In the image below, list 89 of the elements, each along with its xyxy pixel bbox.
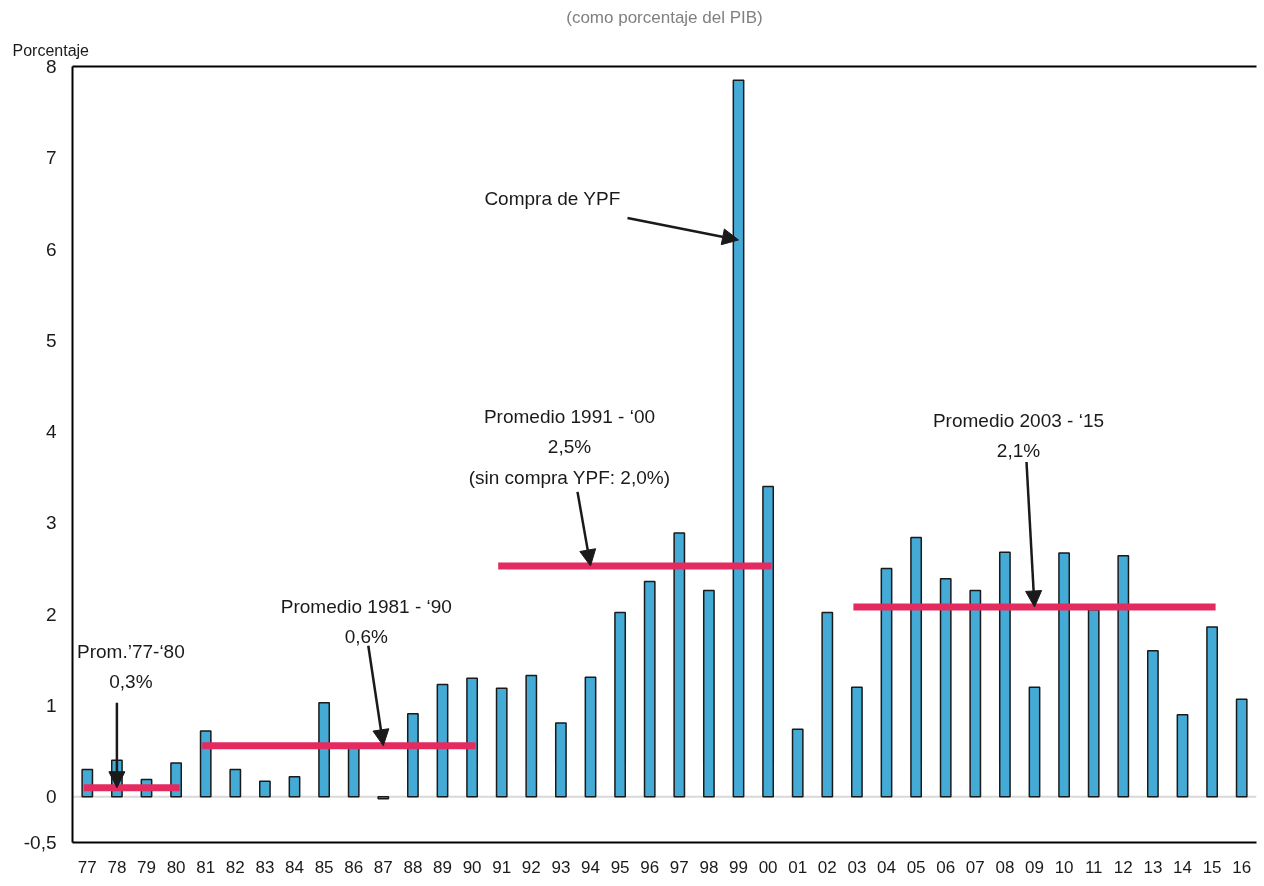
x-tick-label: 03 (847, 857, 867, 877)
y-tick-label: 3 (45, 512, 57, 534)
x-tick-label: 88 (403, 857, 423, 877)
bar (910, 536, 923, 798)
bar (406, 713, 419, 798)
x-tick-label: 07 (965, 857, 985, 877)
bar (1028, 686, 1041, 798)
annotation: Promedio 2003 - ‘15 2,1% (932, 409, 1105, 462)
y-tick-label: 5 (45, 329, 57, 351)
bar (939, 577, 952, 798)
x-tick-label: 99 (729, 857, 748, 877)
x-tick-label: 12 (1113, 857, 1133, 877)
y-tick-label: 2 (45, 603, 57, 625)
x-tick-label: 13 (1143, 857, 1163, 877)
bar (791, 728, 804, 798)
bar (1117, 555, 1130, 798)
x-tick-label: 80 (166, 857, 186, 877)
annotation: Promedio 1981 - ‘90 0,6% (280, 595, 452, 648)
x-tick-label: 10 (1054, 857, 1074, 877)
x-tick-label: 87 (373, 857, 393, 877)
x-tick-label: 01 (788, 857, 808, 877)
bar (1206, 626, 1219, 798)
annotation: Promedio 1991 - ‘00 2,5% (sin compra YPF: 2,0%) (468, 405, 670, 488)
x-tick-label: 11 (1084, 857, 1103, 877)
x-tick-label: 94 (581, 857, 600, 877)
x-tick-label: 04 (877, 857, 896, 877)
x-tick-label: 86 (344, 857, 364, 877)
x-tick-label: 91 (492, 857, 512, 877)
y-tick-label: 8 (45, 56, 57, 77)
bar (318, 702, 331, 798)
x-tick-label: 00 (758, 857, 778, 877)
x-tick-label: 92 (521, 857, 541, 877)
chart-subtitle: (como porcentaje del PIB) (566, 7, 763, 27)
bar (1176, 713, 1189, 798)
bar (495, 687, 508, 798)
bar (850, 686, 863, 798)
x-tick-label: 83 (255, 857, 275, 877)
x-tick-label: 82 (225, 857, 245, 877)
bar (1058, 552, 1071, 798)
bar (229, 768, 242, 798)
x-tick-label: 78 (107, 857, 127, 877)
bar (1087, 608, 1100, 798)
x-tick-label: 06 (936, 857, 956, 877)
bar (1146, 650, 1159, 798)
x-tick-label: 85 (314, 857, 334, 877)
y-tick-label: 0 (45, 786, 57, 808)
x-tick-label: 97 (669, 857, 689, 877)
bar (614, 611, 627, 798)
bar (643, 580, 656, 798)
y-tick-label: 7 (45, 147, 57, 169)
x-tick-label: 14 (1173, 857, 1192, 877)
x-tick-label: 09 (1025, 857, 1044, 877)
bar (525, 674, 538, 798)
y-tick-label: 1 (45, 695, 57, 717)
annotation: Prom.’77-‘80 0,3% (77, 640, 185, 693)
bar (288, 776, 301, 798)
y-tick-label: 4 (45, 421, 57, 443)
bar (199, 730, 212, 798)
bar (969, 589, 982, 798)
x-tick-label: 96 (640, 857, 660, 877)
bar (554, 722, 567, 798)
bar (466, 677, 479, 798)
x-tick-label: 95 (610, 857, 630, 877)
x-tick-label: 81 (196, 857, 216, 877)
y-tick-label: 6 (45, 238, 57, 260)
y-axis-title: Porcentaje (12, 41, 90, 59)
x-tick-label: 84 (285, 857, 304, 877)
x-tick-label: 02 (817, 857, 837, 877)
bar (702, 589, 715, 798)
bar (258, 780, 271, 798)
y-tick-label: -0,5 (23, 832, 57, 853)
x-tick-label: 15 (1202, 857, 1222, 877)
bar (1235, 698, 1248, 798)
x-tick-label: 93 (551, 857, 571, 877)
x-tick-label: 77 (77, 857, 97, 877)
annotation: Compra de YPF (484, 187, 621, 209)
x-tick-label: 08 (995, 857, 1015, 877)
x-tick-label: 79 (137, 857, 156, 877)
bar (673, 532, 686, 798)
x-tick-label: 16 (1232, 857, 1252, 877)
bar (880, 567, 893, 798)
x-tick-label: 05 (906, 857, 926, 877)
bar (584, 676, 597, 798)
x-tick-label: 89 (433, 857, 452, 877)
x-tick-label: 90 (462, 857, 482, 877)
bar (821, 611, 834, 798)
x-tick-label: 98 (699, 857, 719, 877)
bar (998, 551, 1011, 798)
bar (762, 485, 775, 798)
